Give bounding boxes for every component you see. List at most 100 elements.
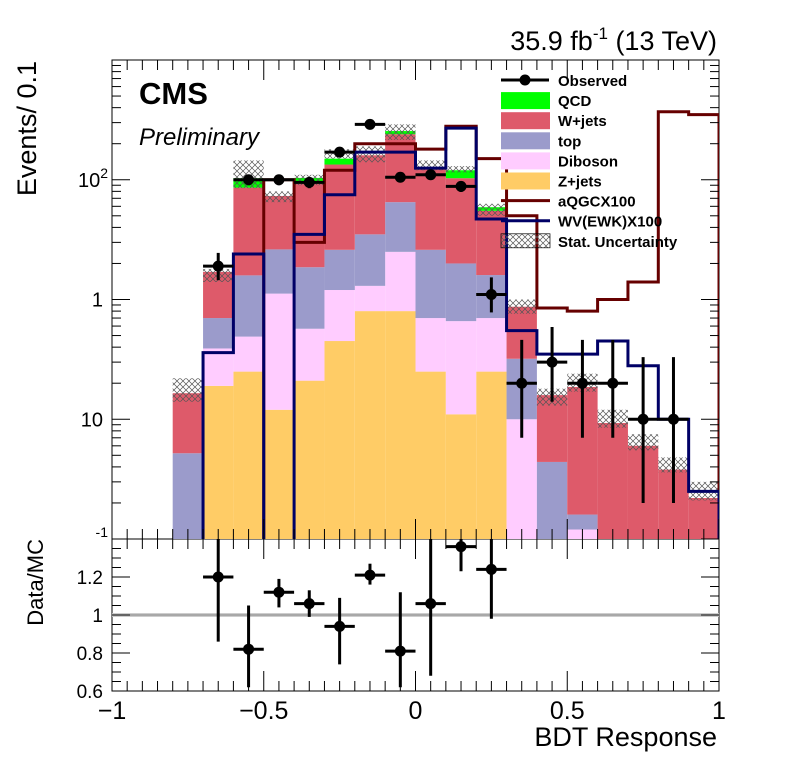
bar-wjets-bin-8: [354, 155, 386, 235]
bar-zjets-bin-11: [445, 414, 477, 539]
ratio-point-1: [243, 643, 255, 655]
bar-zjets-bin-3: [203, 385, 234, 539]
x-tick-label-1: −0.5: [239, 697, 288, 725]
bar-top-bin-2: [172, 453, 204, 539]
legend-item-diboson: Diboson: [501, 152, 618, 170]
legend-label: Z+jets: [558, 174, 602, 191]
uncertainty-bin-5: [263, 191, 295, 203]
uncertainty-bin-8: [354, 146, 386, 163]
x-tick-label-4: 1: [712, 697, 726, 725]
bar-diboson-bin-13: [506, 419, 537, 539]
bar-top-bin-9: [385, 202, 416, 252]
legend-label: Diboson: [558, 153, 618, 170]
x-axis-title: BDT Response: [534, 722, 717, 752]
bar-diboson-bin-9: [385, 251, 416, 312]
bar-zjets-bin-7: [324, 341, 355, 539]
observed-point-9: [485, 289, 497, 301]
legend-swatch: [501, 172, 550, 190]
legend-item-top: top: [501, 132, 581, 150]
bar-wjets-bin-11: [445, 178, 477, 264]
observed-point-14: [637, 413, 649, 425]
observed-point-13: [607, 377, 619, 389]
bar-diboson-bin-8: [354, 285, 386, 312]
y-axis-title: Events/ 0.1: [12, 61, 42, 196]
legend-label: aQGCX100: [558, 194, 636, 211]
observed-point-15: [667, 413, 679, 425]
y-tick-label-3: -1: [96, 524, 109, 540]
x-tick-label-3: 0.5: [550, 697, 585, 725]
bar-diboson-bin-4: [233, 336, 264, 372]
ratio-y-tick-label-2: 0.8: [77, 644, 103, 665]
legend-swatch: [501, 132, 550, 150]
bar-diboson-bin-12: [476, 318, 507, 372]
ratio-point-9: [485, 563, 497, 575]
bar-top-bin-4: [233, 275, 264, 337]
y-tick-label-0: 102: [78, 165, 108, 192]
luminosity-label: 35.9 fb-1 (13 TeV): [510, 24, 717, 56]
ratio-plot: [112, 539, 719, 688]
axes: 102 1 10 -1 −1 −0.5 0 0.5 1 1.2 1 0.8 0.6: [77, 60, 726, 725]
observed-point-0: [212, 260, 224, 272]
ratio-y-tick-label-3: 0.6: [77, 682, 103, 703]
uncertainty-bin-12: [476, 203, 507, 216]
bar-diboson-bin-6: [294, 328, 325, 381]
ratio-point-0: [212, 571, 224, 583]
y-tick-label-2: 10: [81, 409, 103, 431]
cms-label: CMS: [139, 76, 208, 111]
bar-diboson-bin-11: [445, 321, 477, 415]
bar-wjets-bin-14: [536, 395, 568, 462]
observed-point-12: [576, 377, 588, 389]
bar-wjets-bin-7: [324, 164, 355, 250]
bar-wjets-bin-5: [263, 195, 295, 250]
legend-item-wv_ewk: WV(EWK)X100: [501, 214, 662, 231]
y-tick-label-1: 1: [92, 290, 103, 312]
bar-diboson-bin-5: [263, 293, 295, 410]
x-tick-label-0: −1: [98, 697, 127, 725]
observed-point-3: [303, 176, 315, 188]
legend-swatch: [501, 112, 550, 130]
observed-point-4: [334, 146, 346, 158]
bar-wjets-bin-16: [597, 423, 628, 539]
uncertainty-bin-10: [415, 160, 446, 171]
bar-wjets-bin-2: [172, 393, 204, 454]
bar-top-bin-15: [567, 514, 598, 530]
bar-zjets-bin-10: [415, 371, 446, 539]
bar-wjets-bin-4: [233, 187, 264, 276]
observed-point-5: [364, 118, 376, 130]
ratio-point-6: [394, 645, 406, 657]
ratio-point-3: [303, 598, 315, 610]
bar-diboson-bin-10: [415, 318, 446, 372]
observed-point-2: [273, 174, 285, 186]
preliminary-label: Preliminary: [139, 124, 261, 151]
bar-top-bin-3: [203, 318, 234, 349]
bar-zjets-bin-9: [385, 311, 416, 539]
legend-swatch: [501, 152, 550, 170]
bar-top-bin-6: [294, 267, 325, 329]
ratio-y-tick-label-1: 1: [92, 606, 103, 627]
legend: Observed QCD W+jets top Diboson Z+jets aQGCX10…: [500, 73, 678, 251]
bar-qcd-bin-7: [324, 158, 355, 165]
legend-marker-dot: [519, 74, 531, 86]
bar-diboson-bin-7: [324, 290, 355, 342]
legend-label: W+jets: [558, 113, 607, 130]
bar-top-bin-8: [354, 234, 386, 286]
bar-zjets-bin-5: [263, 409, 295, 539]
bar-top-bin-14: [536, 461, 568, 539]
stat-uncertainty-band: [172, 124, 719, 501]
bar-wjets-bin-6: [294, 182, 325, 268]
uncertainty-bin-9: [385, 124, 416, 140]
bar-wjets-bin-9: [385, 134, 416, 203]
ratio-point-2: [273, 586, 285, 598]
bar-diboson-bin-3: [203, 348, 234, 386]
x-tick-label-2: 0: [409, 697, 423, 725]
legend-label: top: [558, 133, 581, 150]
observed-point-10: [516, 377, 528, 389]
legend-label: QCD: [558, 93, 592, 110]
legend-item-aqgc: aQGCX100: [501, 194, 636, 211]
observed-point-7: [425, 169, 437, 181]
observed-point-1: [243, 174, 255, 186]
stacked-histogram: [172, 131, 719, 539]
bar-zjets-bin-4: [233, 371, 264, 539]
uncertainty-bin-13: [506, 299, 537, 314]
